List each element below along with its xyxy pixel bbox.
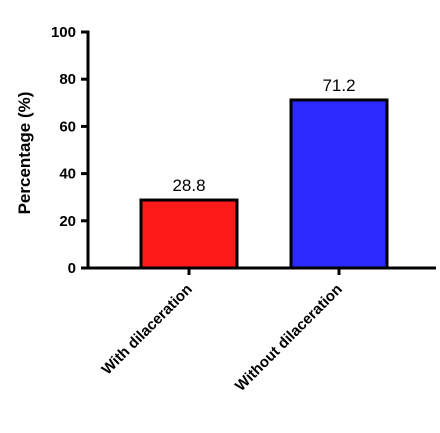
bar-1 (139, 198, 239, 270)
y-tick-label: 40 (59, 166, 76, 183)
y-tick-label: 100 (51, 24, 76, 41)
bar-data-label: 71.2 (322, 76, 355, 95)
bars: 28.8 71.2 (139, 76, 389, 270)
y-axis-ticks: 0 20 40 60 80 100 (51, 24, 88, 277)
x-category-label: With dilaceration (98, 281, 195, 378)
y-tick-label: 20 (59, 213, 76, 230)
y-tick-label: 60 (59, 118, 76, 135)
x-category-label: Without dilaceration (232, 281, 346, 395)
y-axis-title: Percentage (%) (15, 92, 34, 215)
y-tick-label: 0 (68, 260, 76, 277)
bar-data-label: 28.8 (172, 176, 205, 195)
bar-2 (289, 98, 389, 270)
y-tick-label: 80 (59, 71, 76, 88)
x-axis-ticks: With dilaceration Without dilaceration (98, 268, 346, 395)
